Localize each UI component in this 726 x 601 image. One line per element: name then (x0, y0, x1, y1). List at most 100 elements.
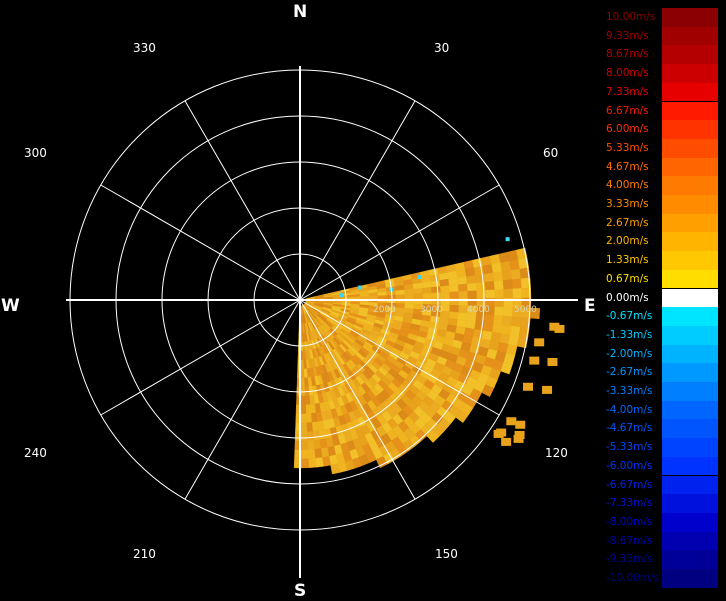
legend-swatch (662, 176, 718, 195)
legend-label: -10.00m/s (606, 572, 660, 584)
echo-bin (307, 449, 316, 459)
south-label: S (294, 581, 307, 601)
radial-spoke (100, 184, 301, 301)
echo-bin (483, 272, 495, 283)
echo-bin (493, 280, 504, 291)
legend-row: 8.00m/s (606, 64, 718, 83)
legend-row: 4.67m/s (606, 157, 718, 177)
echo-bin (502, 315, 513, 327)
echo-bin (484, 314, 495, 324)
bearing-150-label: 150 (435, 547, 458, 561)
echo-bin (300, 422, 308, 433)
echo-bin (300, 368, 305, 379)
legend-row: -7.33m/s (606, 494, 718, 513)
polar-grid (66, 66, 578, 578)
echo-bin (422, 287, 433, 294)
echo-bin (404, 293, 415, 300)
legend-label: 7.33m/s (606, 85, 649, 98)
legend-row: -6.67m/s (606, 475, 718, 495)
echo-bin (310, 412, 318, 423)
echo-bin (430, 280, 441, 288)
bearing-330-label: 330 (133, 41, 156, 55)
legend-label: -2.00m/s (606, 347, 653, 360)
echo-bin (321, 456, 331, 467)
bearing-210-label: 210 (133, 547, 156, 561)
east-label: E (584, 296, 596, 316)
echo-bin (306, 422, 313, 433)
echo-bin (549, 322, 560, 331)
echo-bin (485, 289, 496, 299)
legend-label: 8.00m/s (606, 67, 649, 80)
echo-bin (448, 311, 459, 320)
echo-bin (431, 292, 442, 300)
legend-swatch (662, 307, 718, 326)
echo-bin (413, 293, 424, 300)
echo-bin (330, 463, 341, 475)
legend-swatch (662, 531, 718, 551)
echo-bin (503, 306, 514, 317)
echo-bin (375, 456, 388, 469)
echo-bin (505, 237, 510, 242)
radial-spoke (299, 299, 416, 500)
radar-ppi-display (66, 66, 578, 578)
echo-bin (300, 404, 307, 415)
echo-bin (300, 431, 308, 442)
legend-row: 2.00m/s (606, 232, 718, 252)
legend-swatch (662, 363, 718, 382)
echo-bin (300, 395, 306, 406)
legend-swatch (662, 213, 718, 233)
legend-row: -6.00m/s (606, 456, 718, 476)
echo-bin (515, 420, 526, 429)
echo-bin (422, 292, 433, 300)
echo-bin (449, 291, 460, 299)
echo-bin (534, 338, 545, 347)
echo-bin (458, 283, 468, 292)
legend-label: -6.00m/s (606, 459, 653, 472)
velocity-echo-layer (293, 237, 565, 475)
echo-bin (510, 268, 522, 280)
echo-bin (494, 289, 505, 299)
echo-bin (426, 430, 440, 443)
west-label: W (1, 296, 20, 316)
echo-bin (395, 289, 406, 296)
legend-row: 2.67m/s (606, 213, 718, 233)
legend-row: -8.67m/s (606, 531, 718, 551)
radial-spoke (299, 100, 416, 301)
legend-row: 0.67m/s (606, 269, 718, 289)
legend-row: 0.00m/s (606, 288, 718, 308)
legend-label: 8.67m/s (606, 48, 649, 61)
legend-row: 1.33m/s (606, 251, 718, 270)
legend-swatch (662, 8, 718, 27)
echo-bin (511, 316, 522, 328)
legend-label: 9.33m/s (606, 29, 649, 42)
legend-row: -5.33m/s (606, 438, 718, 457)
echo-bin (314, 448, 323, 459)
legend-swatch (662, 475, 718, 495)
echo-bin (500, 362, 513, 375)
legend-swatch (662, 195, 718, 214)
legend-label: 5.33m/s (606, 141, 649, 154)
legend-label: -9.33m/s (606, 553, 653, 566)
legend-swatch (662, 120, 718, 139)
echo-bin (395, 294, 406, 300)
echo-bin (502, 279, 513, 290)
echo-bin (303, 377, 309, 388)
echo-bin (523, 382, 534, 391)
echo-bin (494, 306, 505, 317)
legend-row: -9.33m/s (606, 550, 718, 569)
legend-row: -2.00m/s (606, 344, 718, 364)
legend-swatch (662, 251, 718, 270)
echo-bin (475, 273, 486, 284)
echo-bin (509, 259, 521, 271)
echo-bin (358, 285, 363, 290)
legend-swatch (662, 138, 718, 158)
echo-bin (307, 440, 315, 451)
legend-swatch (662, 512, 718, 532)
legend-swatch (662, 400, 718, 420)
echo-bin (456, 269, 467, 279)
echo-bin (514, 430, 525, 439)
echo-bin (503, 288, 514, 299)
legend-row: 7.33m/s (606, 82, 718, 102)
echo-bin (530, 307, 541, 320)
echo-bin (554, 324, 565, 333)
